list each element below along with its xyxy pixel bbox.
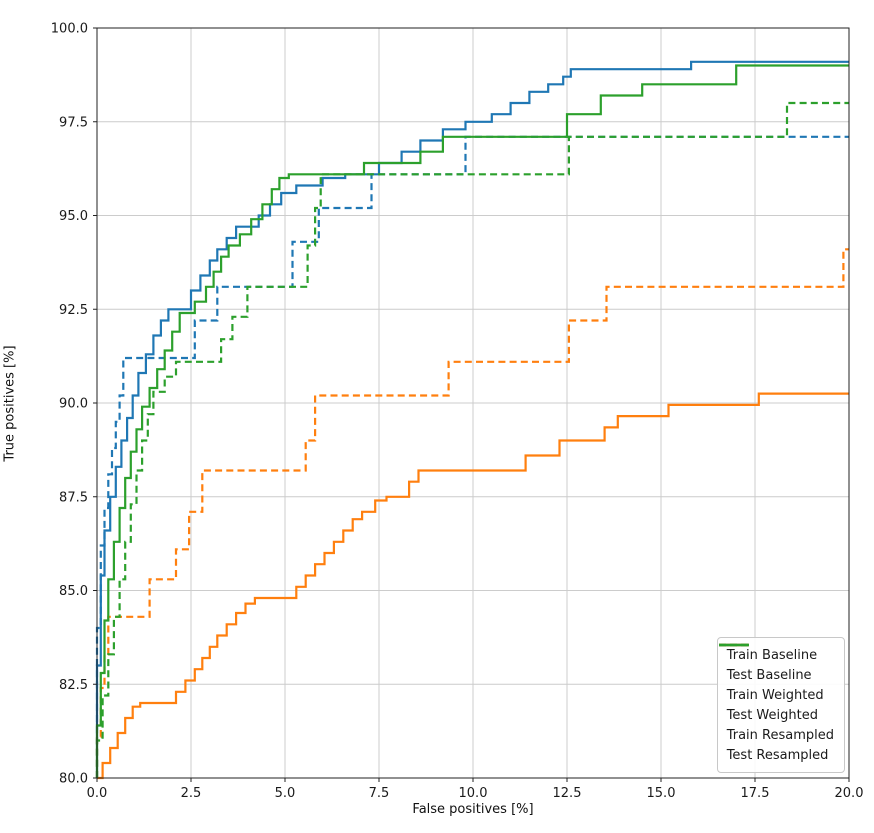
y-tick-label: 92.5	[59, 303, 88, 318]
x-tick-label: 12.5	[553, 786, 582, 801]
legend-item: Train Weighted	[718, 643, 834, 705]
x-tick-label: 15.0	[647, 786, 676, 801]
legend-item: Test Weighted	[718, 643, 834, 725]
legend-label: Train Baseline	[726, 647, 818, 663]
series-line-test-resampled	[95, 101, 849, 778]
series-line-test-baseline	[95, 135, 849, 778]
legend-item: Train Resampled	[718, 643, 834, 745]
y-axis-label: True positives [%]	[2, 345, 18, 462]
legend-line-sample	[718, 643, 749, 647]
series-line-train-baseline	[95, 60, 849, 778]
y-tick-label: 82.5	[59, 678, 88, 693]
x-tick-label: 7.5	[369, 786, 390, 801]
y-tick-label: 87.5	[59, 490, 88, 505]
x-tick-label: 17.5	[741, 786, 770, 801]
legend-label: Train Weighted	[726, 687, 824, 703]
y-tick-label: 97.5	[59, 115, 88, 130]
y-tick-label: 95.0	[59, 209, 88, 224]
x-axis-label: False positives [%]	[412, 802, 534, 817]
series-line-test-weighted	[95, 248, 849, 778]
x-tick-label: 0.0	[87, 786, 108, 801]
x-tick-label: 10.0	[459, 786, 488, 801]
legend-item: Test Resampled	[718, 643, 834, 765]
y-tick-label: 100.0	[51, 22, 88, 37]
x-tick-label: 2.5	[181, 786, 202, 801]
legend-item: Test Baseline	[718, 643, 834, 685]
legend-label: Test Resampled	[726, 747, 829, 763]
x-tick-label: 20.0	[835, 786, 864, 801]
legend: Train Baseline Test Baseline Train Weighte…	[716, 637, 845, 773]
legend-label: Train Resampled	[726, 727, 834, 743]
series-line-train-weighted	[97, 392, 849, 780]
x-tick-label: 5.0	[275, 786, 296, 801]
series-line-train-resampled	[95, 64, 849, 778]
y-tick-label: 90.0	[59, 397, 88, 412]
legend-label: Test Baseline	[726, 667, 812, 683]
y-tick-label: 85.0	[59, 584, 88, 599]
legend-label: Test Weighted	[726, 707, 818, 723]
y-tick-label: 80.0	[59, 772, 88, 787]
